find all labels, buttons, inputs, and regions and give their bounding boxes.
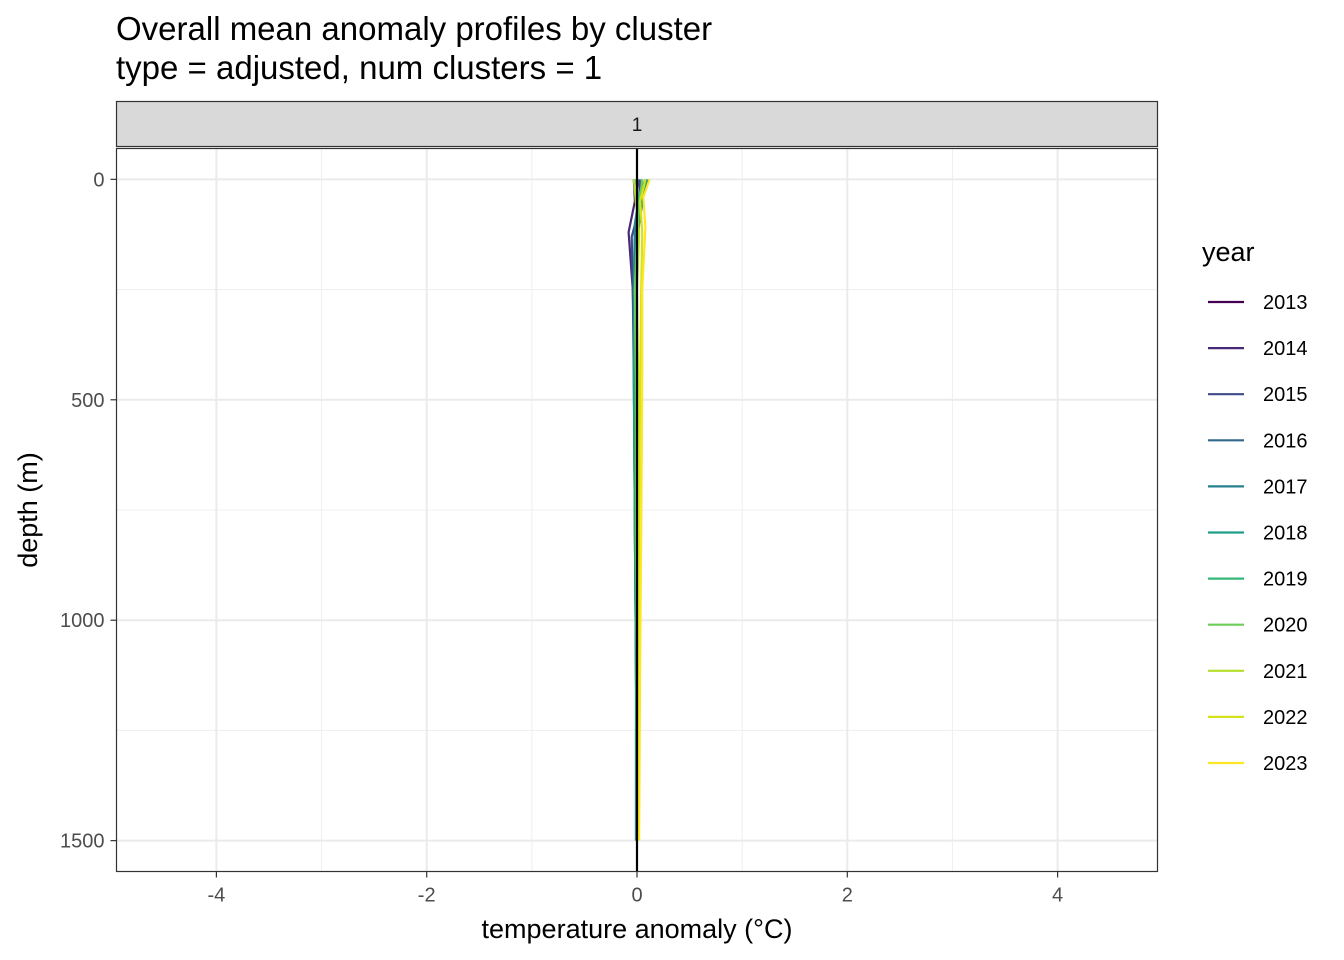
y-tick-label: 1000	[60, 610, 105, 632]
legend-label-2017: 2017	[1263, 476, 1308, 498]
y-tick-label: 500	[71, 390, 104, 412]
legend-label-2021: 2021	[1263, 661, 1308, 683]
legend-label-2023: 2023	[1263, 753, 1308, 775]
legend-label-2020: 2020	[1263, 615, 1308, 637]
legend: 2013 2014 2015 2016 2017 2018 2019 2020 2021 2022…	[1208, 292, 1308, 775]
x-axis: -4 -2 0 2 4	[207, 871, 1063, 907]
y-tick-label: 0	[93, 169, 104, 191]
legend-label-2013: 2013	[1263, 292, 1308, 314]
series-line-2023	[637, 178, 651, 841]
legend-label-2015: 2015	[1263, 384, 1308, 406]
legend-label-2019: 2019	[1263, 569, 1308, 591]
chart-subtitle: type = adjusted, num clusters = 1	[116, 49, 602, 86]
legend-label-2022: 2022	[1263, 707, 1308, 729]
x-tick-label: -2	[418, 885, 436, 907]
x-tick-label: -4	[207, 885, 225, 907]
facet-strip-label: 1	[632, 115, 643, 136]
x-axis-title: temperature anomaly (°C)	[482, 914, 793, 944]
x-tick-label: 0	[631, 885, 642, 907]
x-tick-label: 4	[1052, 885, 1063, 907]
legend-label-2016: 2016	[1263, 430, 1308, 452]
facet-strip	[115, 100, 1159, 148]
y-axis-title: depth (m)	[13, 452, 43, 568]
y-axis: 0 500 1000 1500	[60, 169, 117, 853]
series-line-2022	[636, 179, 647, 841]
chart-title: Overall mean anomaly profiles by cluster	[116, 10, 712, 47]
x-tick-label: 2	[842, 885, 853, 907]
y-tick-label: 1500	[60, 831, 105, 853]
legend-title: year	[1202, 237, 1255, 267]
legend-label-2014: 2014	[1263, 338, 1308, 360]
legend-label-2018: 2018	[1263, 523, 1308, 545]
